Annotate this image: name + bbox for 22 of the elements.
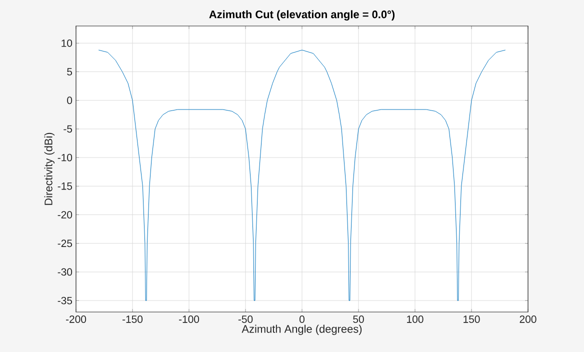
y-tick-label: 5 (67, 68, 72, 76)
y-tick-label: 0 (67, 96, 72, 104)
y-tick-label: -20 (58, 211, 72, 218)
x-tick-label: -200 (66, 316, 86, 323)
y-tick-label: 10 (62, 39, 72, 47)
x-tick-label: 150 (464, 316, 480, 323)
x-tick-label: 200 (520, 316, 536, 323)
y-tick-label: -15 (58, 182, 72, 190)
x-tick-label: -150 (122, 316, 143, 323)
x-tick-label: 100 (407, 316, 424, 323)
y-tick-label: -35 (58, 296, 72, 304)
x-tick-label: -50 (238, 316, 253, 323)
y-tick-label: -30 (58, 268, 72, 276)
y-tick-label: -10 (58, 154, 72, 162)
x-tick-label: 0 (300, 316, 305, 323)
x-tick-label: -100 (179, 316, 200, 323)
x-axis-title: Azimuth Angle (degrees) (242, 324, 362, 335)
x-tick-label: 50 (353, 316, 364, 323)
chart-title: Azimuth Cut (elevation angle = 0.0°) (209, 10, 395, 21)
y-axis-title: Directivity (dBi) (44, 132, 55, 205)
y-tick-label: -25 (58, 240, 72, 248)
y-tick-label: -5 (64, 125, 72, 133)
